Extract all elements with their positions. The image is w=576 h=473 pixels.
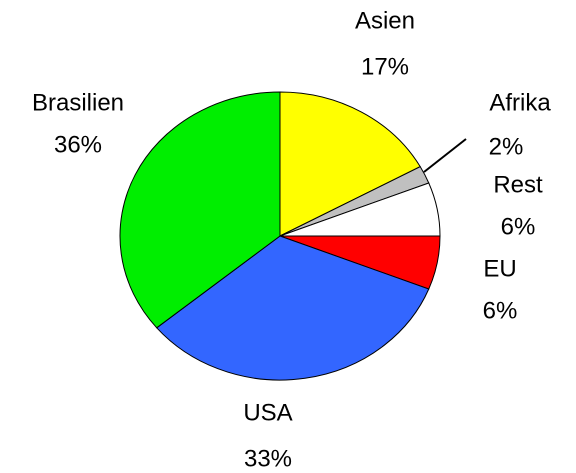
pie-slice (279, 91, 421, 237)
slice-label: Asien (355, 7, 415, 34)
leader-line (423, 138, 467, 173)
slice-label: Rest (493, 171, 543, 198)
slice-value-label: 2% (489, 133, 524, 160)
slice-value-label: 17% (361, 53, 409, 80)
slice-label: Afrika (489, 89, 551, 116)
pie-slice (155, 235, 430, 381)
slice-value-label: 6% (501, 213, 536, 240)
slice-label: USA (243, 399, 292, 426)
slice-value-label: 36% (54, 131, 102, 158)
slice-value-label: 6% (483, 297, 518, 324)
slice-label: EU (483, 255, 516, 282)
slice-label: Brasilien (32, 89, 124, 116)
slice-value-label: 33% (244, 445, 292, 472)
pie-slice (119, 91, 281, 329)
